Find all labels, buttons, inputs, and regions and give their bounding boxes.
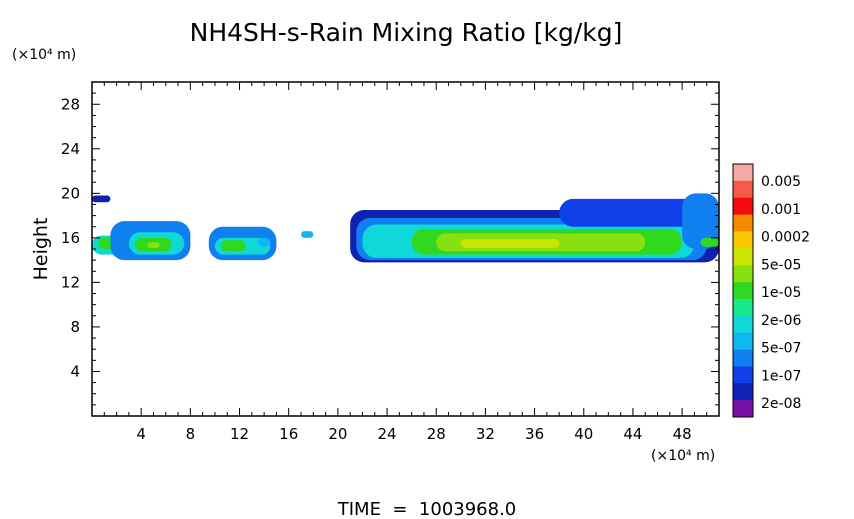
mixing-ratio-field (92, 193, 719, 263)
x-axis-ticks: 4 8 12 16 20 24 28 32 36 40 44 48 (103, 82, 720, 443)
field-region (301, 231, 314, 238)
x-tick-label: 36 (525, 425, 544, 443)
chart-title: NH4SH-s-Rain Mixing Ratio [kg/kg] (190, 18, 623, 47)
colorbar-swatch (733, 349, 753, 367)
colorbar-swatch (733, 282, 753, 300)
colorbar-swatch (733, 366, 753, 384)
colorbar-label: 0.005 (761, 174, 801, 190)
colorbar-frame (732, 163, 754, 418)
y-tick-label: 28 (61, 95, 80, 113)
colorbar-swatch (733, 332, 753, 351)
colorbar-label: 5e-07 (761, 341, 801, 357)
field-region (559, 198, 719, 227)
y-tick-label: 24 (61, 140, 80, 158)
x-tick-label: 16 (279, 425, 298, 443)
x-tick-label: 4 (136, 425, 146, 443)
field-region (460, 238, 560, 248)
y-tick-label: 20 (61, 184, 80, 202)
colorbar: 0.005 0.001 0.0002 5e-05 1e-05 2e-06 5e-07 1e-0… (732, 163, 810, 418)
field-region (700, 237, 719, 247)
colorbar-label: 1e-07 (761, 368, 801, 384)
y-tick-label: 12 (61, 273, 80, 291)
colorbar-label: 1e-05 (761, 285, 801, 301)
x-tick-label: 24 (378, 425, 397, 443)
field-region (92, 195, 111, 203)
x-tick-label: 12 (230, 425, 249, 443)
colorbar-swatch (733, 298, 753, 317)
colorbar-swatch (733, 231, 753, 249)
colorbar-label: 0.0002 (761, 230, 810, 246)
colorbar-label: 5e-05 (761, 257, 801, 273)
y-tick-label: 4 (70, 362, 80, 380)
colorbar-label: 0.001 (761, 202, 801, 218)
colorbar-swatch (733, 197, 753, 216)
x-tick-label: 40 (574, 425, 593, 443)
colorbar-label: 2e-08 (761, 396, 801, 412)
colorbar-label: 2e-06 (761, 313, 801, 329)
x-tick-label: 32 (476, 425, 495, 443)
x-tick-label: 44 (623, 425, 642, 443)
field-region (257, 237, 271, 247)
colorbar-swatch (733, 265, 753, 283)
x-tick-label: 48 (673, 425, 692, 443)
colorbar-swatch (733, 164, 753, 182)
colorbar-swatch (733, 400, 753, 418)
time-footer: TIME = 1003968.0 (337, 499, 517, 519)
field-region (682, 193, 719, 249)
y-axis-ticks: 4 8 12 16 20 24 28 (61, 92, 719, 406)
y-tick-label: 16 (61, 229, 80, 247)
x-tick-label: 8 (186, 425, 196, 443)
colorbar-swatch (733, 383, 753, 401)
colorbar-swatch (733, 248, 753, 266)
colorbar-swatch (733, 214, 753, 232)
x-axis-unit: (×10⁴ m) (651, 448, 715, 464)
field-region (221, 240, 246, 252)
field-region (147, 242, 160, 248)
x-tick-label: 28 (427, 425, 446, 443)
x-tick-label: 20 (328, 425, 347, 443)
y-tick-label: 8 (70, 318, 80, 336)
y-axis-unit: (×10⁴ m) (12, 47, 76, 63)
y-axis-label: Height (30, 218, 52, 281)
colorbar-swatch (733, 180, 753, 199)
colorbar-swatch (733, 315, 753, 334)
